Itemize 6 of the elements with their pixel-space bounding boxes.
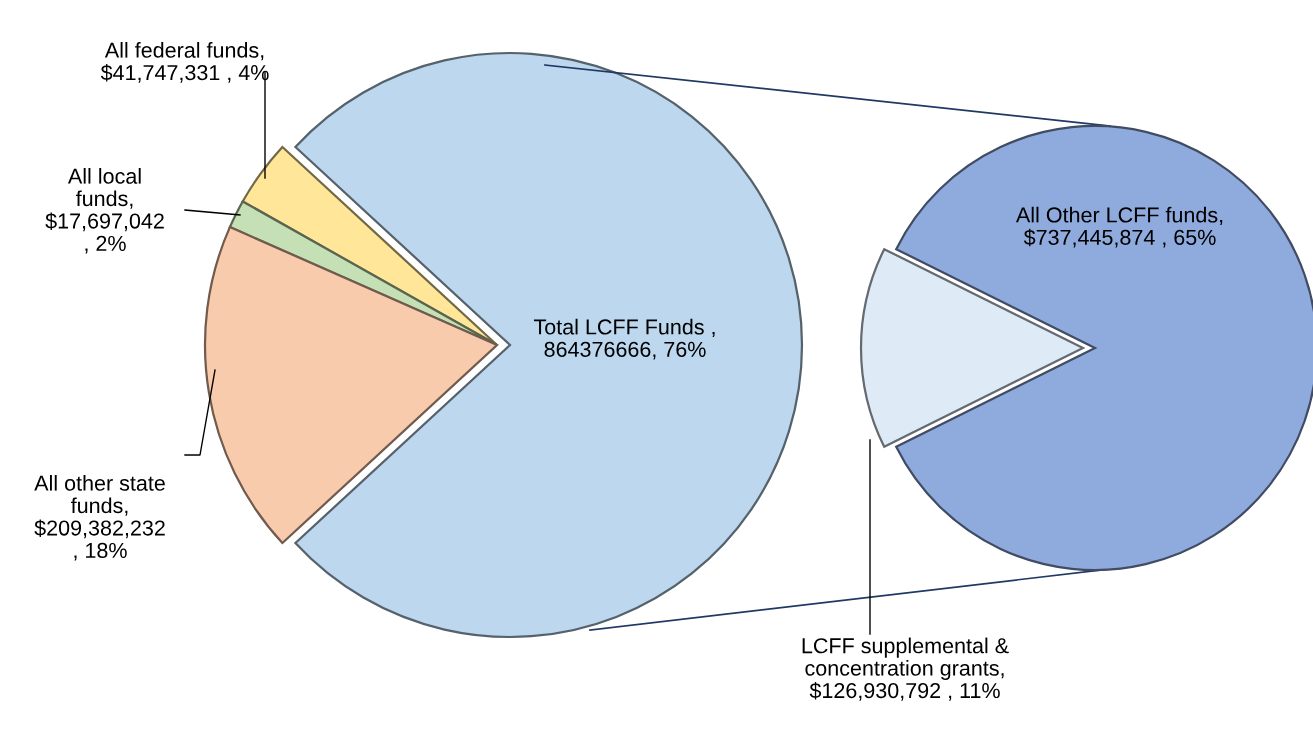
slice-label: All federal funds, $41,747,331 , 4% <box>100 42 269 83</box>
slice-label: LCFF supplemental & concentration grants, $126,930,792 , 11% <box>802 637 1009 701</box>
slice-label: All Other LCFF funds, $737,445,874 , 65% <box>1015 206 1223 248</box>
slice-label: All other state funds, $209,382,232 , 18% <box>34 475 165 561</box>
slice-label: All local funds, $17,697,042 , 2% <box>45 168 164 254</box>
slice-label: Total LCFF Funds , 864376666, 76% <box>533 318 715 360</box>
